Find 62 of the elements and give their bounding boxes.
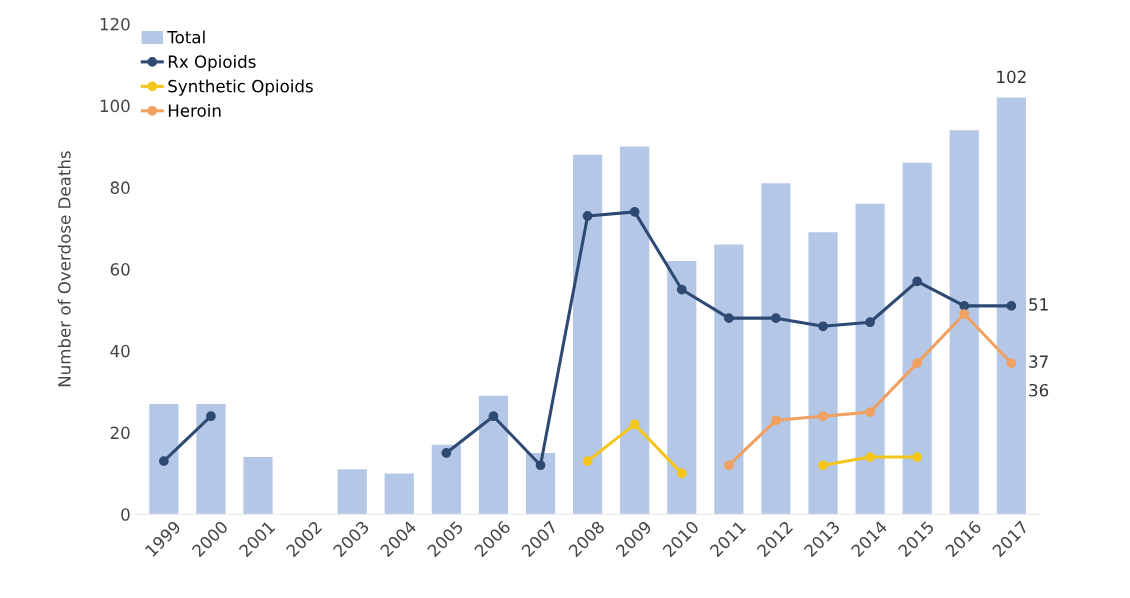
point bbox=[1006, 301, 1017, 311]
bar bbox=[337, 469, 367, 515]
y-axis-title: Number of Overdose Deaths bbox=[57, 151, 71, 387]
annotation: 36 bbox=[1029, 383, 1049, 397]
point bbox=[582, 456, 593, 467]
y-tick-label: 60 bbox=[110, 263, 130, 276]
y-tick-label: 80 bbox=[110, 181, 130, 194]
point bbox=[959, 301, 970, 311]
point bbox=[723, 313, 734, 323]
bar bbox=[855, 203, 885, 515]
point bbox=[582, 211, 593, 221]
bar bbox=[949, 130, 979, 515]
point bbox=[723, 460, 734, 471]
point bbox=[865, 407, 875, 417]
point bbox=[441, 448, 452, 458]
bar bbox=[996, 97, 1026, 515]
point bbox=[629, 207, 640, 217]
bar bbox=[714, 244, 744, 515]
point bbox=[818, 411, 828, 422]
point bbox=[488, 411, 499, 422]
data-label: 51 bbox=[1029, 298, 1048, 311]
bar bbox=[667, 260, 697, 515]
point bbox=[912, 358, 923, 368]
bar bbox=[620, 146, 650, 515]
bar bbox=[478, 395, 509, 515]
point bbox=[912, 452, 923, 462]
legend-label: Rx Opioids bbox=[168, 55, 256, 72]
bar bbox=[243, 457, 273, 515]
point bbox=[771, 415, 781, 426]
y-tick-label: 0 bbox=[121, 508, 130, 521]
bar bbox=[525, 452, 556, 515]
point bbox=[912, 276, 923, 287]
legend-label: Total bbox=[167, 30, 205, 44]
point bbox=[1006, 358, 1017, 368]
legend-label: Synthetic Opioids bbox=[168, 79, 313, 96]
point bbox=[818, 321, 828, 332]
data-label: 37 bbox=[1029, 355, 1048, 368]
bar bbox=[808, 232, 838, 515]
y-tick-label: 120 bbox=[100, 17, 130, 31]
bar bbox=[149, 403, 179, 515]
y-tick-label: 20 bbox=[110, 426, 130, 440]
bar bbox=[573, 154, 603, 515]
y-tick-label: 40 bbox=[110, 344, 130, 358]
point bbox=[535, 460, 546, 471]
point bbox=[676, 284, 687, 295]
y-tick-label: 100 bbox=[100, 99, 130, 113]
point bbox=[818, 460, 828, 471]
point bbox=[206, 411, 216, 422]
bar bbox=[431, 444, 461, 515]
point bbox=[865, 317, 875, 328]
data-label: 102 bbox=[997, 70, 1026, 84]
point bbox=[771, 313, 781, 323]
point bbox=[865, 452, 875, 462]
bar bbox=[761, 183, 791, 515]
bar bbox=[196, 403, 226, 515]
point bbox=[676, 468, 687, 479]
legend-label: Heroin bbox=[168, 103, 221, 117]
bar bbox=[384, 473, 414, 515]
point bbox=[629, 419, 640, 430]
point bbox=[959, 309, 970, 319]
bar bbox=[902, 162, 932, 515]
point bbox=[158, 456, 169, 467]
